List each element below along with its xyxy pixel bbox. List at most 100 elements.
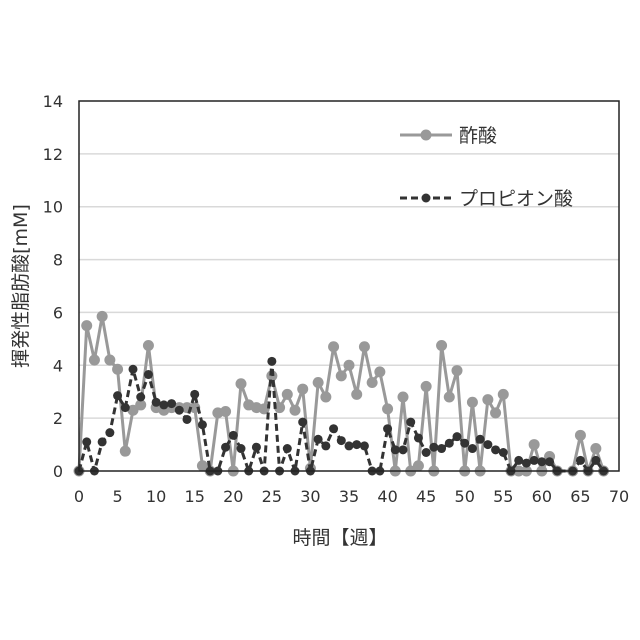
data-point [591,456,600,465]
data-point [290,405,301,416]
data-point [328,341,339,352]
data-point [152,398,161,407]
data-point [89,355,100,366]
data-point [345,441,354,450]
data-point [382,403,393,414]
data-point [221,443,230,452]
data-point [498,389,509,400]
x-tick-label: 35 [339,487,359,506]
data-point [367,377,378,388]
data-point [351,389,362,400]
data-point [590,443,601,454]
data-point [183,415,192,424]
data-point [460,439,469,448]
data-point [113,391,122,400]
data-point [136,393,145,402]
x-tick-label: 30 [300,487,320,506]
data-point [104,355,115,366]
data-point [476,435,485,444]
data-point [576,456,585,465]
data-point [229,431,238,440]
y-tick-label: 4 [53,356,63,375]
data-point [143,340,154,351]
y-tick-label: 2 [53,409,63,428]
data-point [490,407,501,418]
data-point [359,341,370,352]
data-point [236,378,247,389]
data-point [344,360,355,371]
data-point [406,418,415,427]
data-point [374,366,385,377]
x-tick-label: 5 [112,487,122,506]
y-tick-label: 6 [53,303,63,322]
data-point [444,392,455,403]
data-point [97,311,108,322]
data-point [514,456,523,465]
x-tick-label: 0 [74,487,84,506]
data-point [198,420,207,429]
data-point [483,440,492,449]
data-point [530,456,539,465]
data-point [237,444,246,453]
data-point [82,437,91,446]
data-point [98,437,107,446]
x-tick-label: 10 [146,487,166,506]
legend-label-0: 酢酸 [459,125,497,147]
data-point [329,424,338,433]
y-axis-label: 揮発性脂肪酸[mM] [10,204,32,368]
data-point [105,428,114,437]
data-point [336,370,347,381]
data-point [445,439,454,448]
y-tick-label: 10 [43,198,63,217]
x-axis-label: 時間【週】 [292,527,387,549]
data-point [298,418,307,427]
data-point [429,443,438,452]
data-point [499,448,508,457]
data-point [175,406,184,415]
data-point [267,357,276,366]
y-tick-label: 0 [53,462,63,481]
data-point [413,460,424,471]
data-point [575,430,586,441]
x-tick-label: 50 [455,487,475,506]
series-line-0 [79,316,604,471]
chart-svg: 024681012140510152025303540455055606570 … [0,0,640,640]
data-point [529,439,540,450]
data-point [159,400,168,409]
legend-label-1: プロピオン酸 [459,188,573,210]
data-point [545,457,554,466]
data-point [297,384,308,395]
data-point [468,444,477,453]
data-point [452,365,463,376]
y-tick-label: 14 [43,92,63,111]
data-point [352,440,361,449]
x-tick-label: 60 [532,487,552,506]
data-point [360,441,369,450]
data-point [414,433,423,442]
x-tick-label: 45 [416,487,436,506]
data-point [220,406,231,417]
legend-marker-0 [421,130,432,141]
legend-marker-1 [422,194,431,203]
x-tick-label: 15 [185,487,205,506]
data-point [482,394,493,405]
data-point [422,448,431,457]
data-point [190,390,199,399]
data-point [436,340,447,351]
data-point [321,441,330,450]
data-point [437,444,446,453]
data-point [421,381,432,392]
data-point [537,457,546,466]
data-point [129,365,138,374]
x-tick-label: 55 [493,487,513,506]
data-point [121,403,130,412]
data-point [283,444,292,453]
data-point [467,397,478,408]
plot-frame [79,101,619,471]
data-point [337,436,346,445]
data-point [398,392,409,403]
data-point [120,446,131,457]
data-point [252,443,261,452]
data-point [399,445,408,454]
data-point [282,389,293,400]
